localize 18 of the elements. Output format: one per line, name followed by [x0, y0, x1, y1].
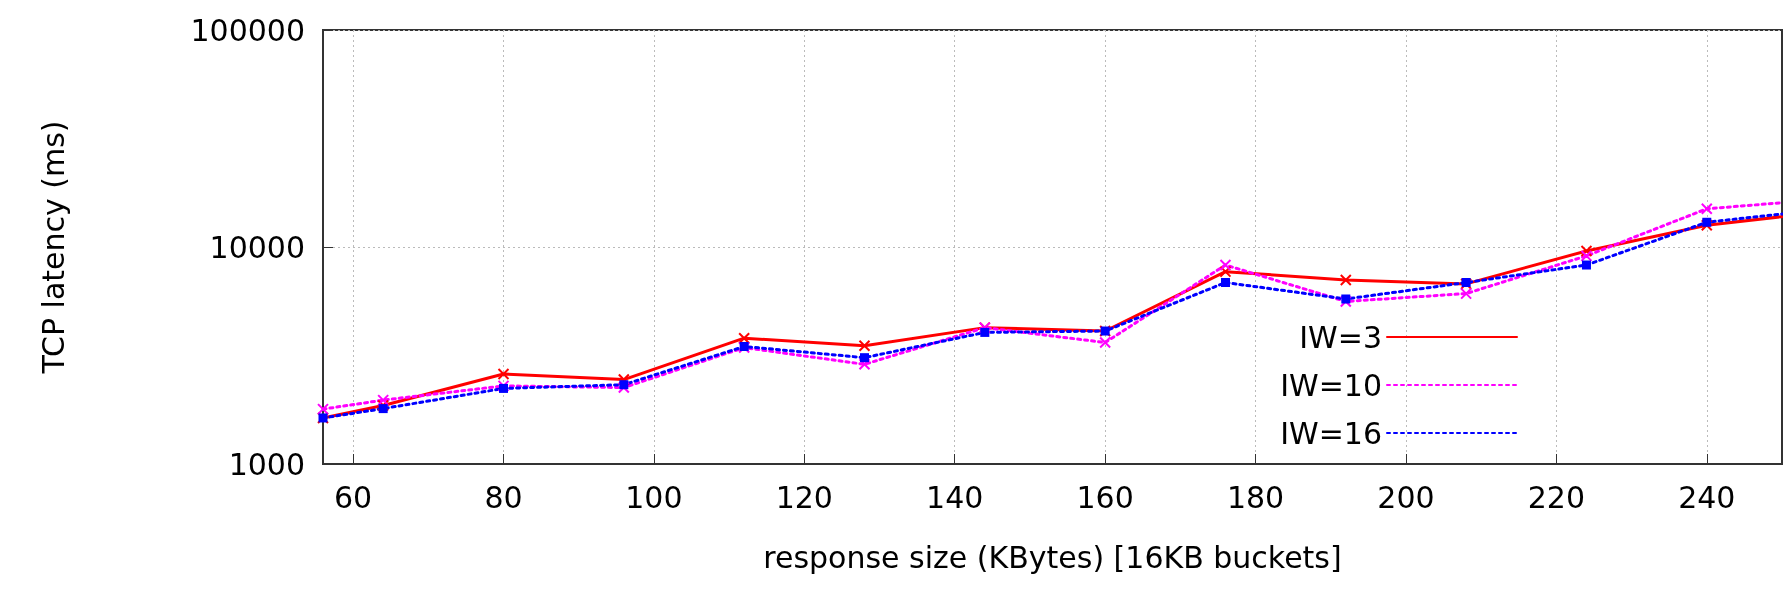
x-tick-label: 240 — [1678, 479, 1736, 515]
y-tick-label: 1000 — [228, 446, 305, 482]
legend-label: IW=10 — [1280, 367, 1382, 403]
y-tick-label: 10000 — [209, 229, 305, 265]
x-tick-label: 220 — [1527, 479, 1586, 515]
x-tick-label: 80 — [484, 479, 523, 515]
x-tick-label: 60 — [333, 479, 373, 515]
x-tick-label: 180 — [1226, 479, 1285, 515]
y-axis-title: TCP latency (ms) — [35, 120, 71, 375]
x-tick-label: 120 — [775, 479, 833, 515]
x-tick-label: 160 — [1076, 479, 1134, 515]
x-tick-label: 100 — [625, 479, 683, 515]
x-axis-title: response size (KBytes) [16KB buckets] — [763, 539, 1342, 575]
x-tick-label: 140 — [926, 479, 984, 515]
y-tick-label: 100000 — [190, 12, 305, 48]
legend-label: IW=3 — [1299, 319, 1382, 355]
legend-label: IW=16 — [1280, 415, 1382, 451]
x-tick-label: 200 — [1377, 479, 1435, 515]
